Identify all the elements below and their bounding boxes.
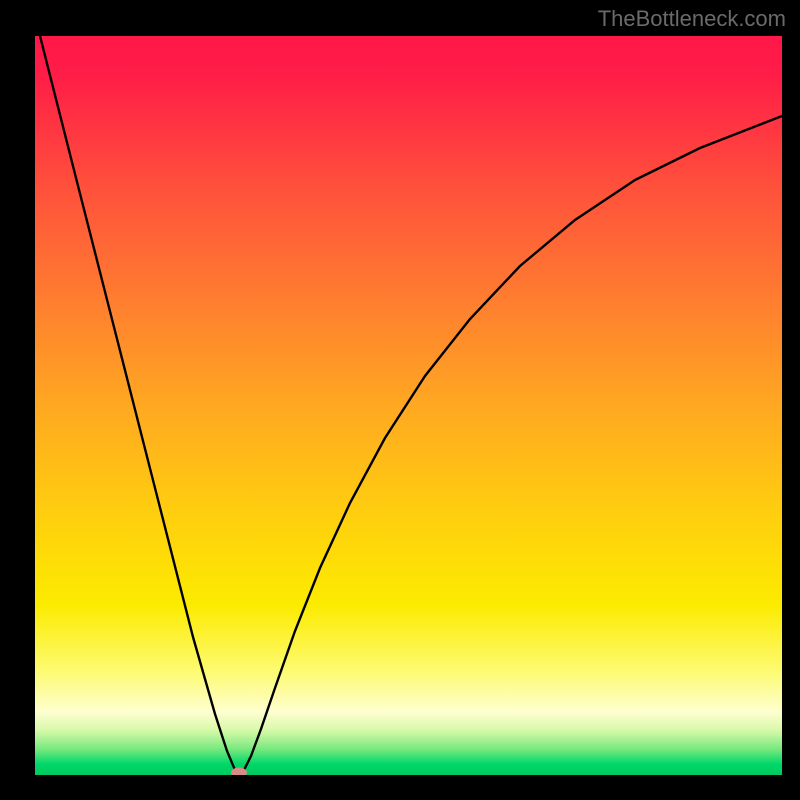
curve-path: [40, 36, 782, 774]
chart-frame: TheBottleneck.com: [0, 0, 800, 800]
watermark-text: TheBottleneck.com: [598, 6, 786, 32]
plot-area: [35, 36, 782, 775]
bottleneck-curve: [35, 36, 782, 775]
